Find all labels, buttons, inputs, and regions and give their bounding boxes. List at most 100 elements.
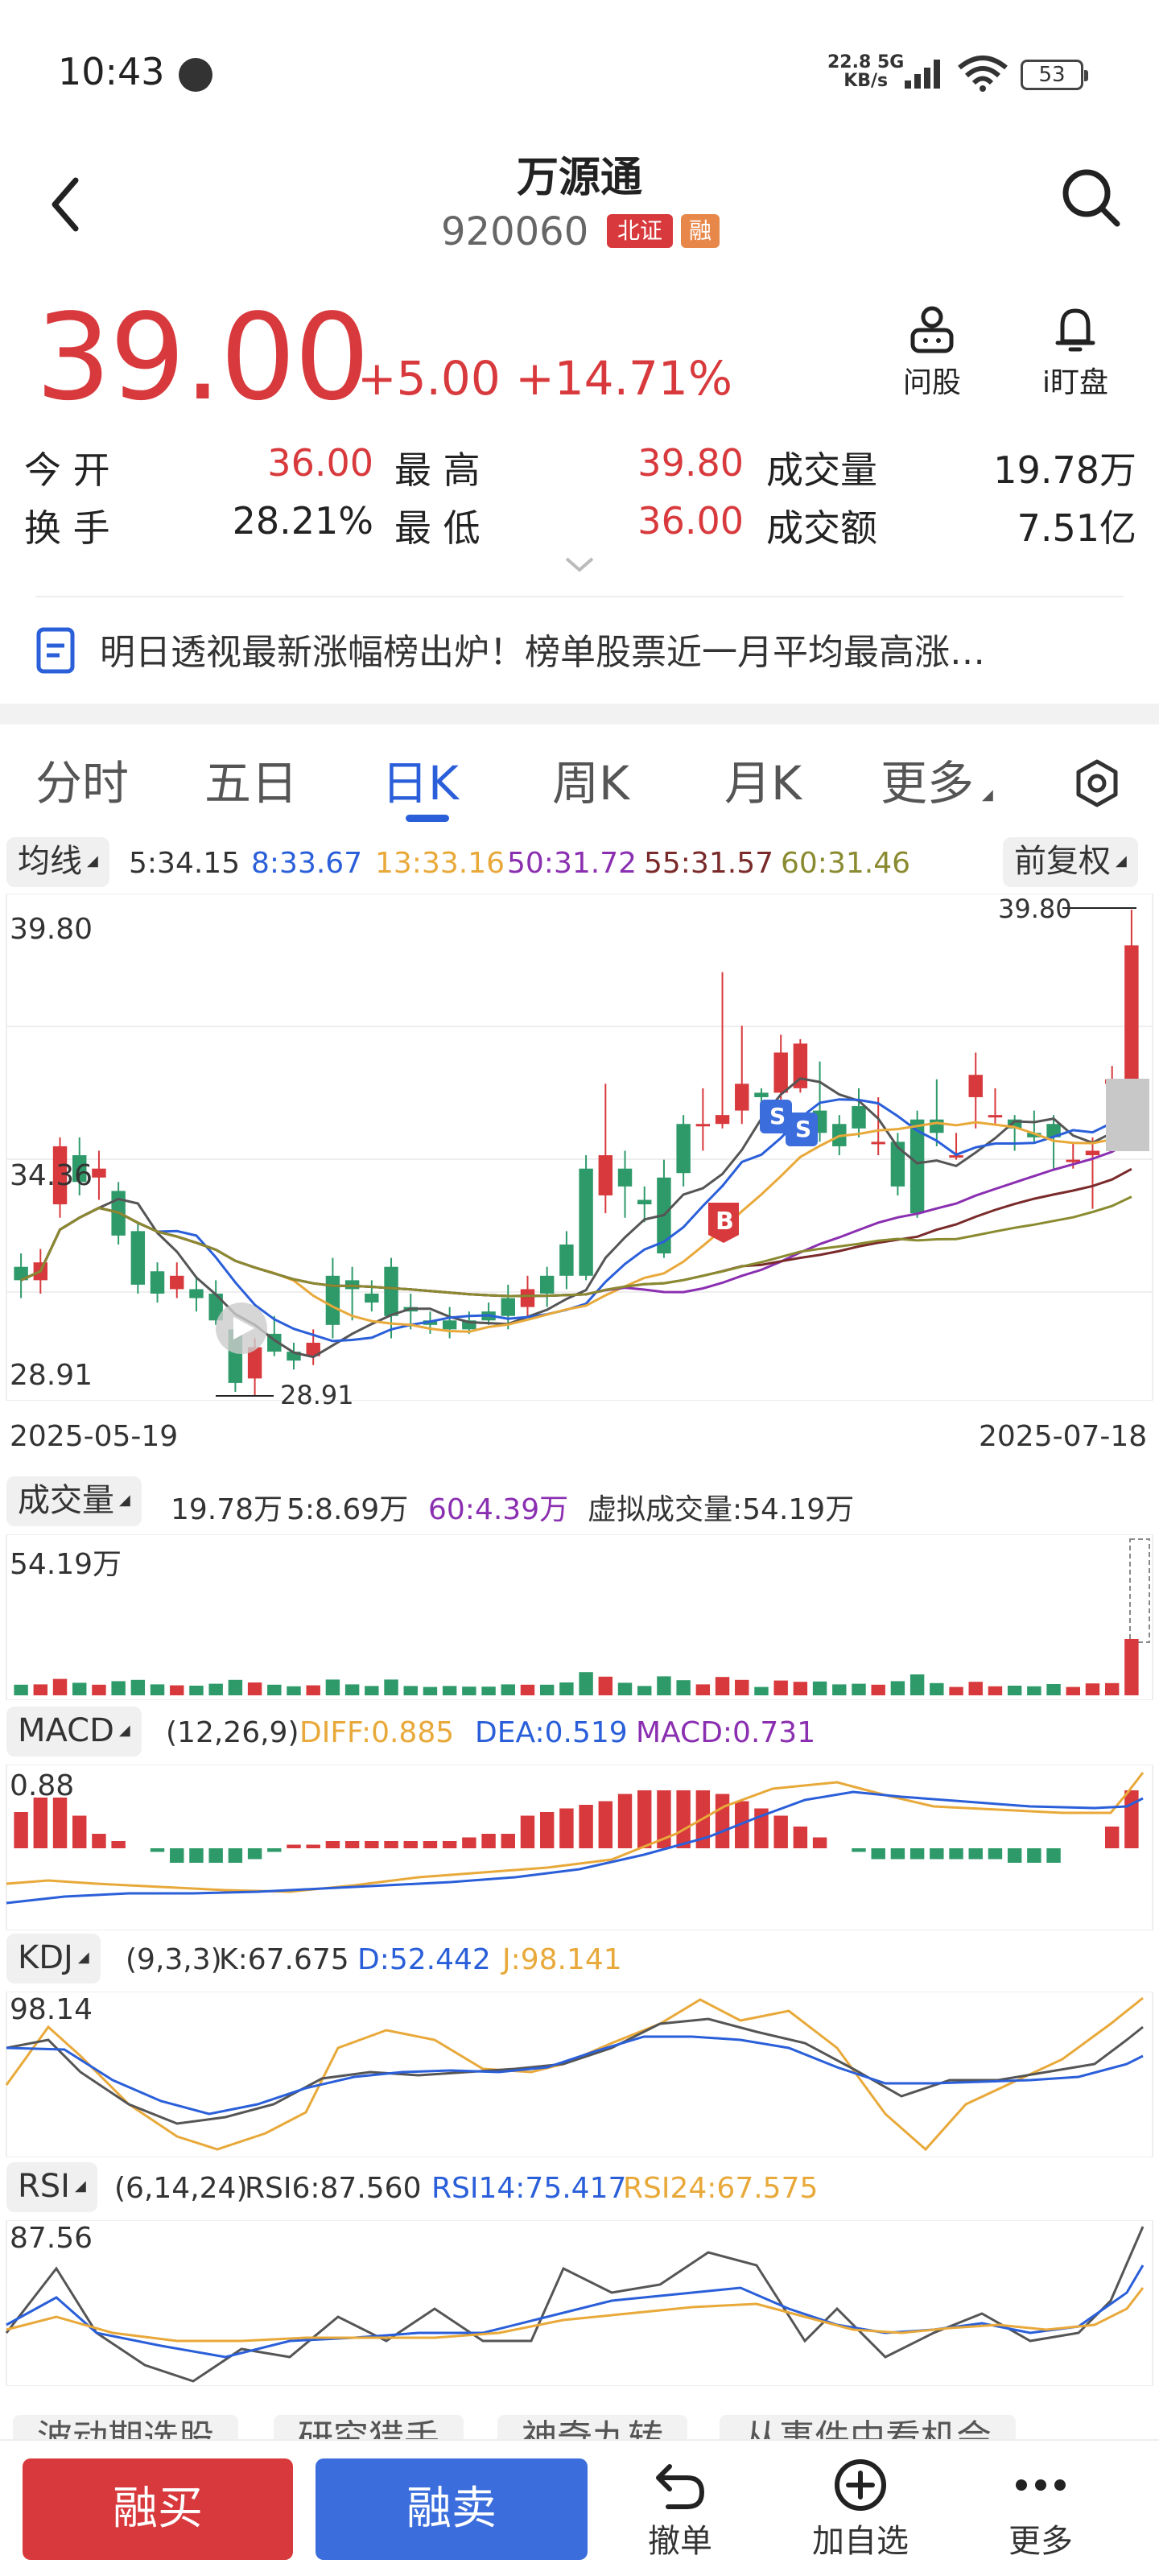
- kdj-selector-label: KDJ: [18, 1939, 73, 1976]
- macd-selector[interactable]: MACD ◢: [6, 1707, 142, 1757]
- candle: [287, 1352, 301, 1361]
- volume-bar: [150, 1684, 165, 1695]
- more-button[interactable]: 更多: [980, 2457, 1101, 2562]
- macd-bar: [325, 1841, 340, 1848]
- tab-weekly-k[interactable]: 周K: [552, 756, 630, 811]
- tab-daily-k[interactable]: 日K: [382, 756, 460, 811]
- date-end: 2025-07-18: [979, 1420, 1148, 1453]
- volume-bar: [423, 1686, 438, 1695]
- status-time: 10:43: [58, 50, 165, 93]
- tab-more[interactable]: 更多 ◢: [881, 745, 993, 813]
- tab-intraday[interactable]: 分时: [35, 756, 130, 811]
- rsi-chart[interactable]: 87.56: [0, 2219, 1159, 2387]
- margin-sell-button[interactable]: 融卖: [316, 2458, 588, 2560]
- volume-caret-icon: ◢: [119, 1492, 130, 1509]
- candle: [92, 1168, 106, 1178]
- volume-bar: [852, 1683, 866, 1695]
- rsi24-line: [6, 2287, 1145, 2343]
- cancel-order-button[interactable]: 撤单: [620, 2457, 740, 2562]
- news-banner[interactable]: 明日透视最新涨幅榜出炉！榜单股票近一月平均最高涨…: [35, 620, 1130, 676]
- macd-chart[interactable]: 0.88: [0, 1764, 1159, 1931]
- tab-five-day[interactable]: 五日: [204, 756, 299, 811]
- rsi-selector[interactable]: RSI ◢: [6, 2162, 97, 2212]
- search-icon[interactable]: [1058, 164, 1124, 230]
- min-marker: 28.91: [280, 1380, 354, 1410]
- sell-marker-icon: [760, 1100, 818, 1146]
- volume-bar: [598, 1676, 613, 1695]
- margin-buy-button[interactable]: 融买: [23, 2458, 293, 2560]
- macd-bar: [930, 1848, 944, 1860]
- rsi-caret-icon: ◢: [74, 2178, 86, 2194]
- macd-bar: [52, 1798, 68, 1848]
- ma5-value: 5:34.15: [129, 847, 241, 880]
- expand-chevron-icon[interactable]: [563, 555, 596, 575]
- back-arrow-icon[interactable]: [45, 172, 85, 237]
- volume-ma5: 5:8.69万: [287, 1493, 409, 1526]
- ma13-value: 13:33.16: [375, 847, 505, 880]
- news-text: 明日透视最新涨幅榜出炉！榜单股票近一月平均最高涨…: [100, 632, 985, 673]
- ask-stock-button[interactable]: 问股: [884, 304, 980, 401]
- candle: [344, 1280, 360, 1290]
- volume-bar: [344, 1684, 360, 1695]
- volume-bar: [539, 1684, 555, 1695]
- macd-bar: [150, 1848, 165, 1852]
- add-watchlist-button[interactable]: 加自选: [800, 2457, 921, 2562]
- adjust-selector[interactable]: 前复权 ◢: [1003, 837, 1138, 887]
- macd-bar: [403, 1841, 418, 1848]
- candle: [306, 1342, 320, 1356]
- candle: [1007, 1119, 1022, 1129]
- candle: [130, 1231, 146, 1285]
- macd-bar: [365, 1841, 379, 1848]
- kdj-chart[interactable]: 98.14: [0, 1991, 1159, 2158]
- candle: [501, 1298, 515, 1316]
- macd-bar: [92, 1834, 106, 1848]
- buy-marker-icon: [708, 1203, 739, 1243]
- candle: [676, 1124, 691, 1174]
- open-label: 今 开: [24, 448, 110, 492]
- ma-selector[interactable]: 均线 ◢: [6, 837, 109, 887]
- adjust-caret-icon: ◢: [1116, 852, 1127, 869]
- candle: [852, 1106, 866, 1129]
- tab-monthly-k[interactable]: 月K: [724, 756, 802, 811]
- volume-bar: [228, 1679, 243, 1695]
- macd-bar: [287, 1844, 301, 1848]
- volume-bar: [988, 1686, 1003, 1695]
- rsi6-line: [5, 2226, 1145, 2383]
- volume-bar: [1104, 1682, 1120, 1695]
- settings-gear-icon[interactable]: [1070, 757, 1124, 810]
- macd-bar: [539, 1812, 555, 1848]
- clock-app-icon: [179, 58, 212, 92]
- kline-y-mid: 34.36: [10, 1159, 93, 1192]
- candle: [170, 1275, 184, 1290]
- volume-bar: [812, 1681, 827, 1695]
- wifi-icon: [958, 56, 1008, 92]
- macd-bar: [247, 1848, 262, 1860]
- kdj-selector[interactable]: KDJ ◢: [6, 1934, 101, 1984]
- macd-bar: [481, 1834, 496, 1848]
- more-dots-icon: [1016, 2479, 1066, 2491]
- volume-selector[interactable]: 成交量 ◢: [6, 1476, 142, 1526]
- volume-bar: [715, 1677, 730, 1695]
- macd-dea: DEA:0.519: [475, 1716, 628, 1749]
- kline-chart[interactable]: 39.80 34.36 28.91 39.80 28.91 S S B: [0, 893, 1159, 1410]
- current-price: 39.00: [35, 288, 370, 427]
- kdj-k-line: [6, 2017, 1144, 2125]
- volume-bar: [637, 1686, 652, 1695]
- macd-diff-line: [6, 1772, 1145, 1893]
- volume-bar: [520, 1684, 535, 1695]
- sell-marker-2: S: [795, 1116, 812, 1142]
- macd-bar: [968, 1848, 983, 1860]
- high-label: 最 高: [394, 448, 481, 492]
- open-value: 36.00: [267, 441, 373, 485]
- net-speed-value: 22.8: [827, 52, 872, 72]
- add-watchlist-label: 加自选: [812, 2523, 909, 2560]
- candle: [365, 1293, 379, 1303]
- kdj-k: K:67.675: [219, 1943, 349, 1976]
- macd-y-max: 0.88: [10, 1769, 75, 1802]
- candle: [52, 1146, 68, 1205]
- watch-label: i盯盘: [1041, 366, 1108, 399]
- macd-bar: [988, 1848, 1003, 1860]
- watch-button[interactable]: i盯盘: [1019, 304, 1132, 401]
- candle: [637, 1199, 652, 1205]
- volume-chart[interactable]: 54.19万: [0, 1534, 1159, 1701]
